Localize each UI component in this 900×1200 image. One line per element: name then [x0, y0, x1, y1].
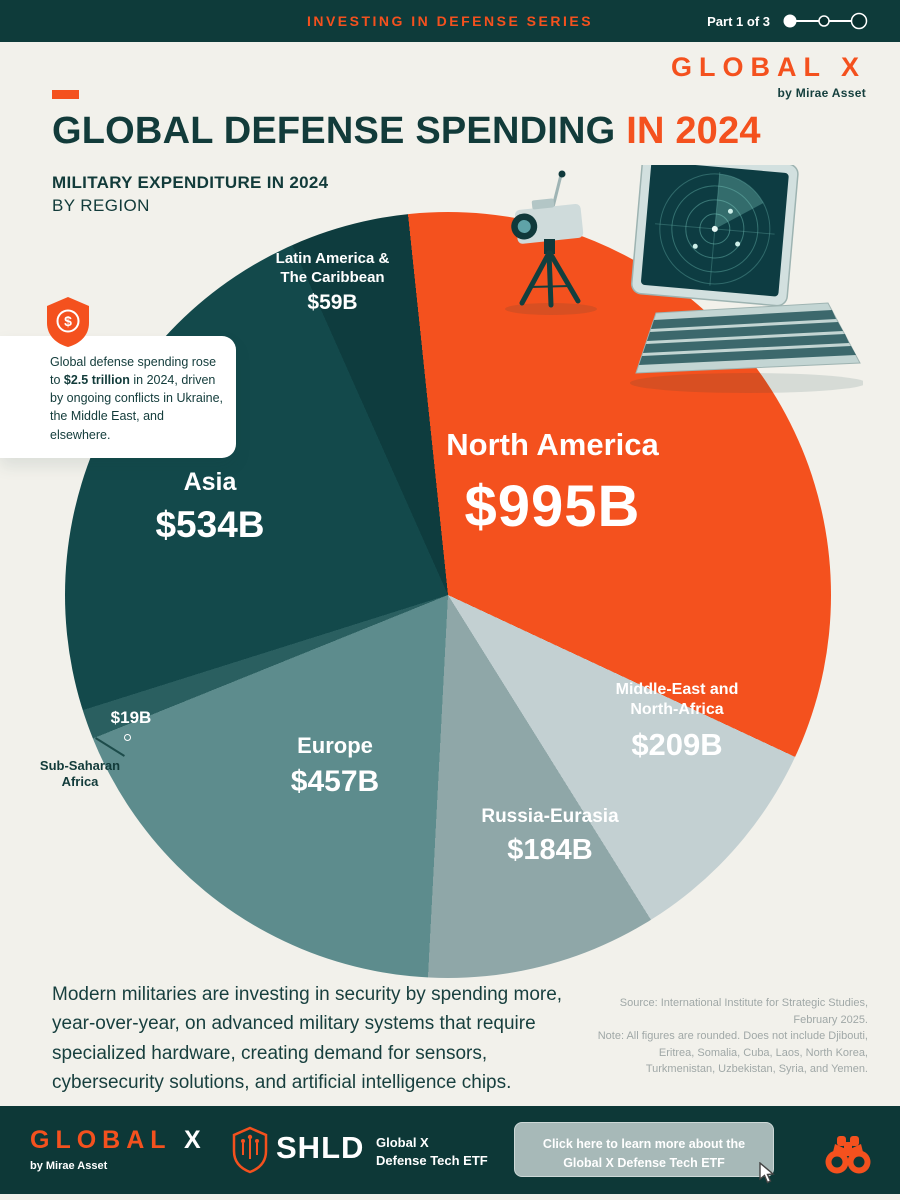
globalx-logo-text: GLOBAL X — [670, 52, 866, 82]
summary-paragraph: Modern militaries are investing in secur… — [52, 984, 563, 1094]
ticker-label: SHLD — [276, 1130, 365, 1165]
callout-text: Global defense spending rose to $2.5 tri… — [50, 355, 224, 442]
binoculars-icon — [825, 1136, 871, 1174]
page-title-accent: IN 2024 — [626, 110, 761, 152]
top-banner: INVESTING IN DEFENSE SERIES Part 1 of 3 — [0, 0, 900, 42]
chart-subtitle-line1: MILITARY EXPENDITURE IN 2024 — [52, 173, 329, 192]
security-camera-radar-laptop-illustration — [505, 165, 863, 393]
pie-label-north-america: North America $995B — [446, 427, 659, 539]
radar-laptop-illustration — [630, 165, 863, 393]
chart-subtitle-line2: BY REGION — [52, 195, 150, 215]
globalx-byline: by Mirae Asset — [777, 86, 866, 100]
footer-globalx-logo: GLOBAL X by Mirae Asset — [30, 1126, 207, 1172]
page-title: GLOBAL DEFENSE SPENDING IN 2024 — [52, 110, 761, 153]
pie-label-asia: Asia $534B — [155, 468, 265, 546]
pie-label-europe: Europe $457B — [290, 733, 380, 798]
chart-subtitle: MILITARY EXPENDITURE IN 2024 BY REGION — [52, 172, 328, 218]
cursor-arrow-icon — [759, 1162, 775, 1184]
sub-saharan-marker-dot — [124, 734, 131, 741]
pie-label-sub-saharan-value: $19B — [110, 708, 152, 727]
shield-circuit-icon — [232, 1126, 268, 1174]
series-progress: Part 1 of 3 — [707, 0, 872, 42]
series-title: INVESTING IN DEFENSE SERIES — [306, 13, 594, 29]
svg-text:$: $ — [64, 313, 72, 329]
pie-label-middle-east-north-africa: Middle-East and North-Africa $209B — [615, 681, 739, 762]
note-line: Note: All figures are rounded. Does not … — [597, 1030, 868, 1075]
footer-globalx-logo-text: GLOBAL X — [30, 1126, 207, 1154]
pie-label-sub-saharan-name: Sub-Saharan Africa — [39, 758, 121, 790]
dollar-shield-icon: $ — [47, 297, 89, 347]
callout-box: Global defense spending rose to $2.5 tri… — [0, 336, 236, 458]
pie-label-russia-eurasia: Russia-Eurasia $184B — [481, 806, 619, 866]
progress-dots-icon — [783, 12, 868, 30]
part-label: Part 1 of 3 — [707, 13, 770, 29]
page-title-main: GLOBAL DEFENSE SPENDING — [52, 110, 616, 152]
source-line: Source: International Institute for Stra… — [619, 997, 868, 1026]
source-note: Source: International Institute for Stra… — [596, 995, 868, 1078]
security-camera-illustration — [505, 170, 597, 315]
title-accent-dash — [52, 90, 79, 99]
footer-globalx-byline: by Mirae Asset — [30, 1160, 108, 1172]
learn-more-button[interactable]: Click here to learn more about the Globa… — [514, 1122, 775, 1184]
footer: GLOBAL X by Mirae Asset SHLD Global X De… — [0, 1106, 900, 1194]
pie-label-latin-america: Latin America & The Caribbean $59B — [275, 250, 390, 314]
globalx-logo: GLOBAL X by Mirae Asset — [671, 52, 866, 100]
fund-name: Global X Defense Tech ETF — [376, 1135, 488, 1169]
